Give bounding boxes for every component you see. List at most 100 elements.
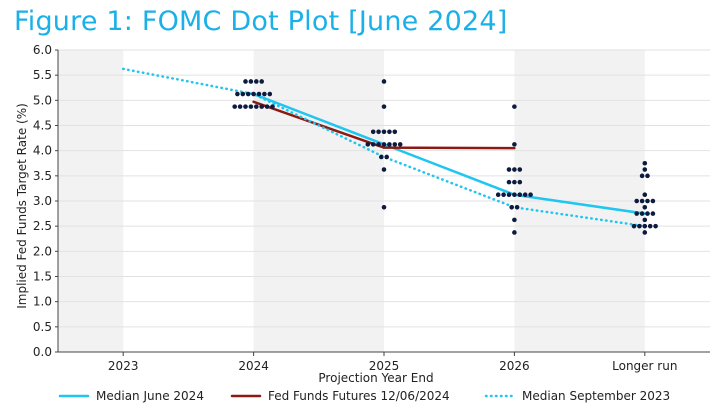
participant-dot bbox=[512, 230, 517, 235]
participant-dot bbox=[642, 217, 648, 223]
series-line-median-september-2023 bbox=[121, 67, 647, 228]
participant-dot bbox=[381, 129, 387, 135]
y-tick-label: 1.5 bbox=[33, 270, 52, 284]
legend: Median June 2024 Fed Funds Futures 12/06/… bbox=[58, 389, 670, 403]
series-line-fed-funds-futures-12-06-2024 bbox=[252, 100, 516, 150]
participant-dot bbox=[645, 198, 650, 204]
participant-dot bbox=[509, 204, 514, 210]
participant-dot bbox=[506, 192, 512, 198]
participant-dot bbox=[642, 204, 648, 210]
participant-dot bbox=[528, 192, 533, 198]
y-tick-label: 6.0 bbox=[33, 43, 52, 57]
x-tick-label: 2025 bbox=[369, 359, 400, 373]
participant-dot bbox=[517, 192, 523, 198]
y-tick-label: 5.0 bbox=[33, 93, 52, 107]
participant-dot bbox=[512, 179, 517, 185]
participant-dot bbox=[381, 204, 387, 210]
participant-dot bbox=[381, 142, 387, 147]
participant-dot bbox=[637, 223, 642, 229]
participant-dot bbox=[634, 198, 639, 204]
participant-dot bbox=[631, 223, 637, 229]
participant-dot bbox=[506, 167, 512, 172]
y-tick-label: 3.0 bbox=[33, 194, 52, 208]
participant-dot bbox=[514, 204, 520, 210]
participant-dot bbox=[642, 192, 648, 198]
participant-dot bbox=[642, 223, 648, 229]
participant-dot bbox=[642, 167, 648, 172]
participant-dot bbox=[512, 104, 517, 109]
gridlines bbox=[58, 49, 710, 328]
participant-dot bbox=[370, 142, 376, 147]
participant-dot bbox=[517, 167, 523, 172]
participant-dot bbox=[384, 154, 390, 160]
y-tick-label: 1.0 bbox=[33, 295, 52, 309]
participant-dot bbox=[245, 91, 251, 97]
x-tick-labels: 2023 2024 2025 2026 Longer run bbox=[108, 352, 677, 373]
participant-dot bbox=[647, 223, 653, 229]
y-tick-labels: 0.0 0.5 1.0 1.5 2.0 2.5 3.0 3.5 4.0 4.5 5.0 5.5 6.0 bbox=[33, 43, 58, 359]
participant-dot bbox=[645, 173, 650, 179]
participant-dot bbox=[232, 104, 237, 109]
y-axis-label: Implied Fed Funds Target Rate (%) bbox=[15, 103, 29, 309]
participant-dot bbox=[370, 129, 376, 135]
participant-dot bbox=[248, 79, 254, 84]
participant-dot bbox=[381, 104, 387, 109]
participant-dot bbox=[237, 104, 243, 109]
participant-dot bbox=[248, 104, 254, 109]
participant-dot bbox=[365, 142, 371, 147]
participant-dot bbox=[381, 79, 387, 84]
x-tick-label: 2024 bbox=[238, 359, 269, 373]
participant-dot bbox=[653, 223, 658, 229]
participant-dot bbox=[376, 129, 381, 135]
participant-dot bbox=[512, 167, 517, 172]
y-tick-label: 2.5 bbox=[33, 219, 52, 233]
participant-dot bbox=[235, 91, 240, 97]
participant-dots bbox=[232, 79, 658, 235]
x-axis-label: Projection Year End bbox=[318, 371, 433, 385]
participant-dot bbox=[512, 192, 517, 198]
y-tick-label: 0.5 bbox=[33, 320, 52, 334]
participant-dot bbox=[642, 160, 648, 166]
participant-dot bbox=[387, 129, 392, 135]
participant-dot bbox=[376, 142, 381, 147]
series-line-median-june-2024 bbox=[252, 92, 647, 215]
participant-dot bbox=[392, 129, 398, 135]
y-tick-label: 4.5 bbox=[33, 119, 52, 133]
participant-dot bbox=[517, 179, 523, 185]
participant-dot bbox=[253, 79, 259, 84]
participant-dot bbox=[392, 142, 398, 147]
participant-dot bbox=[642, 230, 648, 235]
participant-dot bbox=[634, 211, 639, 216]
participant-dot bbox=[264, 104, 270, 109]
y-tick-label: 5.5 bbox=[33, 68, 52, 82]
x-tick-label: 2023 bbox=[108, 359, 139, 373]
legend-label: Median June 2024 bbox=[96, 389, 204, 403]
participant-dot bbox=[253, 104, 259, 109]
participant-dot bbox=[522, 192, 528, 198]
y-tick-label: 0.0 bbox=[33, 345, 52, 359]
legend-label: Median September 2023 bbox=[522, 389, 670, 403]
participant-dot bbox=[397, 142, 403, 147]
participant-dot bbox=[240, 91, 246, 97]
x-tick-label: 2026 bbox=[499, 359, 530, 373]
participant-dot bbox=[259, 104, 265, 109]
participant-dot bbox=[512, 142, 517, 147]
participant-dot bbox=[639, 173, 645, 179]
participant-dot bbox=[501, 192, 506, 198]
participant-dot bbox=[650, 211, 656, 216]
participant-dot bbox=[650, 198, 656, 204]
x-tick-label: Longer run bbox=[612, 359, 677, 373]
participant-dot bbox=[639, 198, 645, 204]
participant-dot bbox=[270, 104, 275, 109]
participant-dot bbox=[381, 167, 387, 172]
participant-dot bbox=[645, 211, 650, 216]
participant-dot bbox=[506, 179, 512, 185]
y-tick-label: 4.0 bbox=[33, 144, 52, 158]
participant-dot bbox=[512, 217, 517, 223]
participant-dot bbox=[379, 154, 384, 160]
participant-dot bbox=[495, 192, 501, 198]
y-tick-label: 3.5 bbox=[33, 169, 52, 183]
participant-dot bbox=[251, 91, 256, 97]
series-lines bbox=[121, 67, 647, 228]
